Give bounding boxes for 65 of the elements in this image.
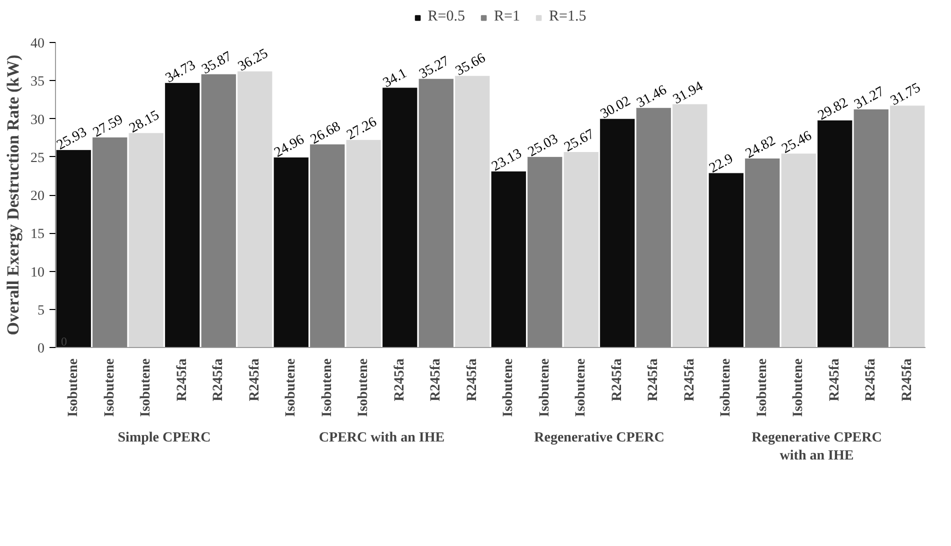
y-tick-label: 15 (30, 227, 44, 242)
data-label: 31.94 (670, 79, 706, 108)
text: CPERC with an IHE (318, 430, 445, 446)
data-label: 30.02 (598, 94, 634, 122)
data-label: 35.27 (417, 54, 452, 82)
data-label: 29.82 (816, 95, 851, 124)
x-tick-label: Isobutene (320, 358, 335, 417)
y-tick-label: 25 (30, 150, 44, 166)
text: Regenerative CPERC with an IHE (752, 430, 882, 464)
x-tick-label: R245fa (682, 358, 698, 402)
data-label: 24.96 (272, 132, 307, 161)
data-label: 24.82 (743, 133, 778, 162)
data-label: 31.27 (852, 84, 887, 113)
y-tick-label: 0 (38, 342, 44, 356)
y-tick-label: 30 (30, 112, 44, 128)
x-tick-label: Isobutene (791, 358, 806, 417)
data-label: 34.73 (163, 58, 198, 86)
y-tick-label: 10 (30, 265, 44, 280)
x-tick-label: Isobutene (284, 358, 299, 417)
data-label: 25.93 (54, 125, 90, 154)
x-tick-label: Isobutene (501, 358, 516, 417)
x-tick-label: R245fa (428, 358, 444, 402)
data-label: 23.13 (490, 146, 524, 175)
x-tick-label: Isobutene (537, 358, 552, 417)
data-label: 25.67 (562, 127, 597, 156)
x-tick-label: R245fa (646, 358, 662, 402)
y-tick-label: 35 (30, 74, 44, 90)
x-tick-label: R245fa (211, 358, 226, 402)
x-tick-label: R245fa (827, 358, 842, 402)
data-label: 27.59 (90, 112, 126, 141)
x-tick-label: R245fa (610, 358, 625, 402)
legend-label: R=0.5 (428, 8, 466, 26)
data-label: 31.75 (888, 80, 924, 109)
legend-label: R=1.5 (548, 8, 586, 26)
x-tick-label: R245fa (392, 358, 408, 402)
legend-label: R=1 (494, 8, 520, 26)
x-tick-label: R245fa (464, 358, 480, 402)
data-label: 25.46 (780, 128, 814, 157)
x-tick-label: Isobutene (102, 358, 118, 417)
text: Simple CPERC (118, 430, 211, 446)
x-tick-label: Isobutene (138, 358, 154, 417)
y-tick-label: 20 (30, 189, 44, 204)
y-tick-label: 40 (30, 36, 44, 52)
text: Regenerative CPERC (534, 430, 664, 446)
x-tick-label: Isobutene (66, 358, 82, 417)
data-label: 26.68 (308, 119, 344, 148)
data-label: 35.66 (453, 50, 488, 80)
x-tick-label: R245fa (864, 358, 879, 402)
data-label: 35.87 (200, 49, 234, 78)
y-axis-title: Overall Exergy Destruction Rate (kW) (4, 54, 22, 336)
x-tick-label: R245fa (900, 358, 915, 402)
x-tick-label: Isobutene (718, 358, 734, 417)
x-tick-label: R245fa (247, 358, 262, 402)
y-tick-label: 5 (38, 303, 44, 318)
data-label: 36.25 (236, 46, 271, 75)
x-tick-label: Isobutene (754, 358, 770, 417)
data-label: 34.1 (380, 66, 410, 91)
data-label: 25.03 (526, 132, 561, 160)
data-label: 28.15 (127, 108, 162, 136)
data-label: 31.46 (634, 82, 670, 112)
data-label: 22.9 (707, 151, 736, 176)
x-tick-label: Isobutene (356, 358, 372, 417)
x-tick-label: Isobutene (574, 358, 589, 417)
data-label: 27.26 (344, 114, 380, 144)
x-tick-label: R245fa (174, 358, 190, 402)
